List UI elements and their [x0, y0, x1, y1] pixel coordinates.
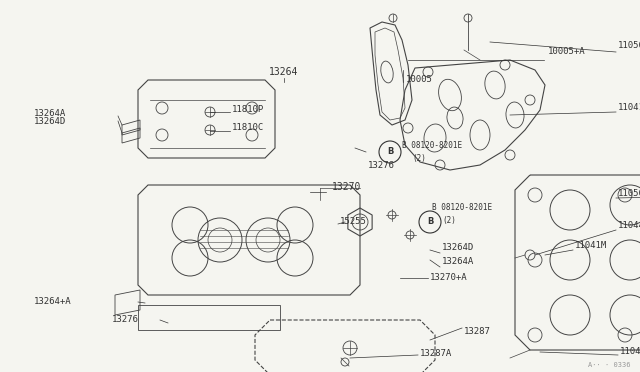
Text: 11810C: 11810C: [232, 124, 264, 132]
Text: 13264D: 13264D: [34, 118, 67, 126]
Text: 13264: 13264: [269, 67, 299, 77]
Text: B 08120-8201E: B 08120-8201E: [402, 141, 462, 151]
Text: B: B: [387, 148, 393, 157]
Text: 10005+A: 10005+A: [548, 48, 586, 57]
Text: 11044+A: 11044+A: [620, 347, 640, 356]
Text: A·· · 0336: A·· · 0336: [588, 362, 630, 368]
Text: (2): (2): [442, 215, 456, 224]
Text: 13276: 13276: [112, 315, 139, 324]
Text: 11041: 11041: [618, 103, 640, 112]
Text: 13270+A: 13270+A: [430, 273, 468, 282]
Text: 11810P: 11810P: [232, 106, 264, 115]
Text: 13276: 13276: [368, 160, 395, 170]
Text: 11041M: 11041M: [575, 241, 607, 250]
Text: B: B: [427, 218, 433, 227]
Text: 15255: 15255: [340, 218, 367, 227]
Text: 13264D: 13264D: [442, 244, 474, 253]
Text: 11056: 11056: [618, 189, 640, 199]
Text: B 08120-8201E: B 08120-8201E: [432, 203, 492, 212]
Text: 13287: 13287: [464, 327, 491, 337]
Text: 13264A: 13264A: [34, 109, 67, 119]
Text: 13270: 13270: [332, 182, 362, 192]
Text: (2): (2): [412, 154, 426, 163]
Text: 11044: 11044: [618, 221, 640, 231]
Text: 13264A: 13264A: [442, 257, 474, 266]
Text: 11056: 11056: [618, 42, 640, 51]
Text: 13287A: 13287A: [420, 350, 452, 359]
Text: 10005: 10005: [406, 76, 433, 84]
Text: 13264+A: 13264+A: [34, 298, 72, 307]
